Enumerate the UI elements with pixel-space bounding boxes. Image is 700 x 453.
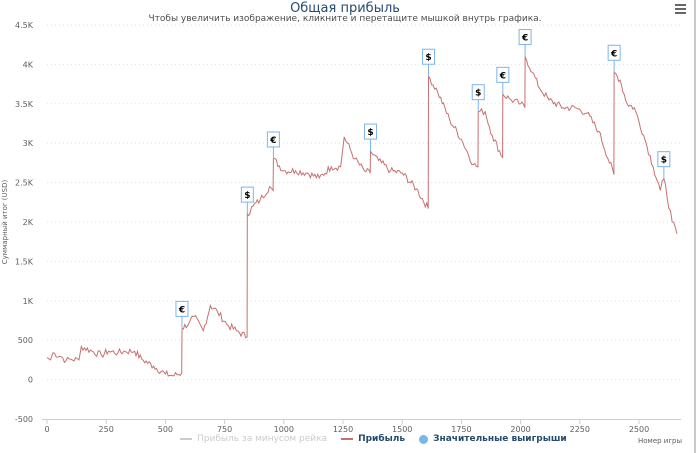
y-tick-label: 3.5K (15, 100, 34, 109)
legend-dot-icon (419, 434, 429, 444)
hamburger-icon[interactable] (675, 4, 686, 14)
flag-label: $ (244, 191, 250, 201)
flag-label: $ (425, 53, 431, 63)
legend-item-profit[interactable]: Прибыль (341, 434, 405, 444)
y-tick-label: -500 (15, 415, 33, 424)
legend-label: Прибыль за минусом рейка (197, 434, 328, 444)
big-win-flag[interactable]: $ (421, 48, 435, 77)
flag-box (471, 84, 485, 101)
big-win-flag[interactable]: € (607, 44, 621, 73)
flag-label: € (269, 136, 276, 146)
x-tick-label: 1250 (333, 425, 353, 434)
big-win-flag[interactable]: $ (240, 186, 254, 215)
legend-label: Прибыль (358, 434, 406, 444)
x-tick-label: 500 (158, 425, 173, 434)
y-tick-label: 0 (28, 376, 33, 385)
big-win-flag[interactable]: € (496, 66, 510, 95)
legend-item-net-profit[interactable]: Прибыль за минусом рейка (180, 434, 327, 444)
legend-item-big-wins[interactable]: Значительные выигрыши (419, 434, 567, 444)
scrollbar[interactable] (694, 0, 696, 453)
x-tick-label: 750 (217, 425, 232, 434)
flag-label: $ (661, 156, 667, 166)
y-tick-label: 1.5K (15, 257, 34, 266)
flag-label: $ (367, 128, 373, 138)
y-tick-label: 1K (23, 297, 34, 306)
legend-label: Значительные выигрыши (433, 434, 567, 444)
x-tick-label: 2500 (629, 425, 649, 434)
big-win-flag[interactable]: $ (471, 84, 485, 112)
big-win-flag[interactable]: € (175, 300, 189, 329)
big-win-flag[interactable]: € (518, 29, 532, 57)
big-win-flag[interactable]: $ (363, 123, 377, 152)
flag-label: € (499, 71, 506, 81)
y-tick-label: 3K (23, 139, 34, 148)
flag-box (175, 300, 189, 317)
x-tick-label: 2250 (570, 425, 590, 434)
y-tick-label: 2.5K (15, 179, 34, 188)
x-tick-label: 250 (99, 425, 114, 434)
flag-label: € (178, 305, 185, 315)
flag-box (421, 48, 435, 65)
y-tick-label: 2K (23, 218, 34, 227)
series-line-profit (46, 56, 678, 377)
flag-box (518, 29, 532, 46)
flag-box (657, 151, 671, 168)
big-win-flag[interactable]: $ (657, 151, 671, 179)
x-axis-label: Номер игры (638, 437, 682, 445)
flag-box (240, 186, 254, 203)
x-tick-label: 1000 (274, 425, 294, 434)
legend: Прибыль за минусом рейка Прибыль Значите… (180, 434, 567, 444)
flag-box (363, 123, 377, 140)
flag-label: $ (475, 89, 481, 99)
x-tick-label: 2000 (510, 425, 530, 434)
flag-box (266, 131, 280, 148)
x-tick-label: 0 (44, 425, 49, 434)
y-axis-label: Суммарный итог (USD) (1, 180, 9, 265)
flag-box (607, 44, 621, 61)
flag-label: € (610, 49, 617, 59)
y-tick-label: 4.5K (15, 21, 34, 30)
y-tick-label: 500 (18, 336, 33, 345)
y-tick-label: 4K (23, 60, 34, 69)
big-win-flag[interactable]: € (266, 131, 280, 159)
legend-line-icon (180, 438, 192, 440)
chart-title: Общая прибыль (290, 1, 400, 16)
chart-subtitle: Чтобы увеличить изображение, кликните и … (148, 14, 542, 24)
legend-line-icon (341, 438, 354, 440)
x-tick-label: 1750 (451, 425, 471, 434)
flag-box (496, 66, 510, 83)
flag-label: € (521, 34, 528, 44)
x-tick-label: 1500 (392, 425, 412, 434)
